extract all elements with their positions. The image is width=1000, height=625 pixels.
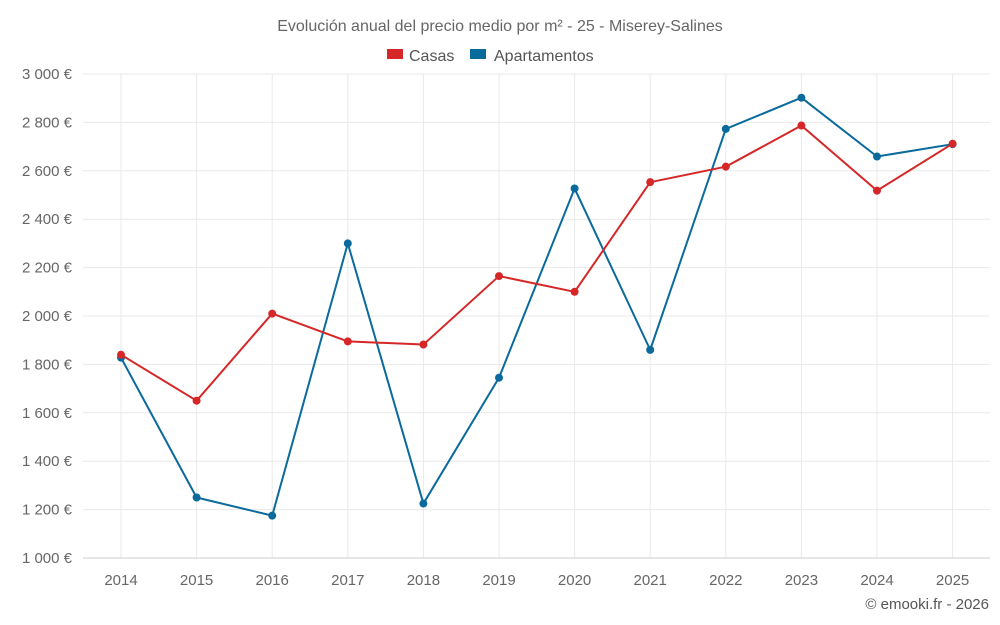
legend-swatch-casas — [387, 49, 403, 59]
legend-label-casas: Casas — [409, 48, 454, 65]
credit-text: © emooki.fr - 2026 — [865, 596, 989, 613]
y-tick-label: 2 000 € — [22, 308, 73, 325]
data-point-apartamentos[interactable] — [797, 93, 806, 102]
y-tick-label: 2 800 € — [22, 114, 73, 131]
y-tick-label: 1 400 € — [22, 453, 73, 470]
data-point-casas[interactable] — [721, 162, 730, 171]
data-point-casas[interactable] — [495, 272, 503, 281]
data-point-apartamentos[interactable] — [721, 124, 730, 133]
y-tick-label: 1 800 € — [22, 356, 73, 373]
x-tick-label: 2019 — [482, 572, 515, 589]
data-point-casas[interactable] — [948, 139, 957, 148]
data-point-apartamentos[interactable] — [343, 239, 352, 248]
legend-item-casas[interactable]: Casas — [387, 48, 454, 65]
legend-swatch-apartamentos — [470, 49, 486, 59]
x-tick-label: 2017 — [331, 572, 364, 589]
x-tick-label: 2015 — [180, 572, 213, 589]
data-point-apartamentos[interactable] — [419, 499, 428, 508]
x-tick-label: 2014 — [104, 572, 137, 589]
data-point-apartamentos[interactable] — [495, 373, 503, 382]
y-axis: 1 000 € 1 200 € 1 400 € 1 600 € 1 800 € 2 000… — [22, 66, 73, 567]
y-tick-label: 2 400 € — [22, 211, 73, 228]
data-point-casas[interactable] — [192, 396, 201, 405]
chart-title: Evolución anual del precio medio por m² … — [277, 18, 723, 35]
data-point-casas[interactable] — [570, 287, 579, 296]
y-tick-label: 2 600 € — [22, 163, 73, 180]
x-axis: 2014 2015 2016 2017 2018 2019 2020 2021 2022 2023… — [83, 557, 990, 589]
series-line-casas — [120, 124, 954, 402]
data-point-apartamentos[interactable] — [268, 511, 277, 520]
x-tick-label: 2022 — [709, 572, 742, 589]
x-tick-label: 2021 — [634, 572, 667, 589]
data-point-apartamentos[interactable] — [192, 493, 201, 502]
x-tick-label: 2024 — [860, 572, 893, 589]
legend-label-apartamentos: Apartamentos — [494, 48, 594, 65]
grid — [83, 73, 990, 559]
data-point-apartamentos[interactable] — [873, 152, 881, 161]
legend-item-apartamentos[interactable]: Apartamentos — [470, 48, 594, 65]
data-point-casas[interactable] — [343, 337, 352, 346]
data-point-apartamentos[interactable] — [646, 345, 655, 354]
data-point-casas[interactable] — [117, 350, 125, 359]
data-point-casas[interactable] — [268, 309, 277, 318]
data-point-casas[interactable] — [873, 186, 881, 195]
data-point-casas[interactable] — [419, 340, 428, 349]
y-tick-label: 1 200 € — [22, 502, 73, 519]
x-tick-label: 2020 — [558, 572, 591, 589]
data-point-apartamentos[interactable] — [570, 184, 579, 193]
legend: Casas Apartamentos — [387, 48, 594, 65]
series-layer — [117, 93, 957, 520]
series-line-apartamentos — [120, 96, 953, 517]
x-tick-label: 2016 — [256, 572, 289, 589]
x-tick-label: 2025 — [936, 572, 969, 589]
y-tick-label: 1 600 € — [22, 405, 73, 422]
y-tick-label: 2 200 € — [22, 260, 73, 277]
x-tick-label: 2023 — [785, 572, 818, 589]
data-point-casas[interactable] — [646, 178, 655, 187]
x-tick-label: 2018 — [407, 572, 440, 589]
y-tick-label: 1 000 € — [22, 550, 73, 567]
y-tick-label: 3 000 € — [22, 66, 73, 83]
data-point-casas[interactable] — [797, 121, 806, 130]
